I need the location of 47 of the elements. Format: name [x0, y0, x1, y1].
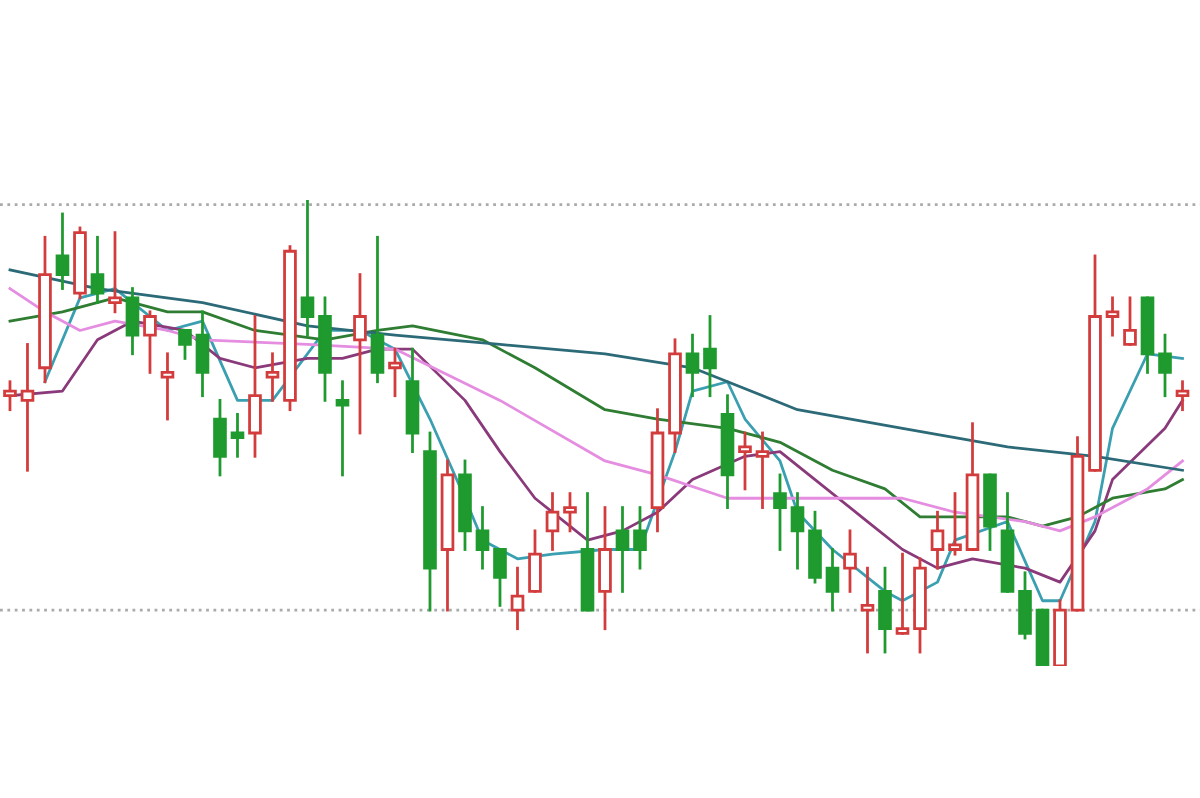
candlestick [248, 315, 262, 458]
candlestick [545, 492, 560, 551]
candlestick [685, 333, 700, 398]
candlestick [1175, 380, 1190, 412]
candlestick [160, 352, 175, 421]
candlestick [948, 492, 962, 556]
candlestick [108, 231, 122, 314]
candlestick [125, 287, 140, 356]
candlestick [703, 315, 717, 398]
candlestick [755, 431, 770, 509]
candlestick [808, 510, 822, 584]
candlestick [790, 492, 805, 570]
candlestick [353, 273, 367, 435]
candlestick [878, 566, 892, 654]
candlestick [773, 473, 787, 551]
candlestick [1123, 296, 1137, 346]
candlestick [20, 343, 35, 472]
candlestick [230, 412, 245, 458]
candlestick [1158, 333, 1172, 398]
candlestick [335, 380, 350, 477]
candlestick [178, 329, 192, 360]
candlestick [930, 510, 945, 570]
candlestick [633, 506, 647, 570]
candlestick [90, 235, 105, 304]
candlestick [55, 212, 70, 290]
candlestick [213, 398, 227, 477]
candlestick [195, 310, 210, 398]
candlestick [563, 492, 577, 533]
candlestick [143, 310, 157, 374]
candlestick [1105, 296, 1120, 337]
candlestick [510, 566, 525, 631]
candlestick [388, 347, 402, 398]
candlestick [528, 529, 542, 593]
candlestick [493, 548, 507, 607]
candlestick [1018, 571, 1032, 640]
candlestick [265, 352, 280, 402]
candlestick [825, 548, 840, 612]
candlestick [860, 566, 875, 654]
candlestick [615, 506, 630, 593]
candlestick [300, 200, 315, 337]
candlestick [738, 431, 752, 491]
candlestick [370, 235, 385, 384]
candlestick [3, 380, 17, 412]
candlestick [598, 506, 612, 631]
candlestick [895, 552, 910, 635]
candlestick [475, 506, 490, 570]
candlestick [843, 529, 857, 593]
